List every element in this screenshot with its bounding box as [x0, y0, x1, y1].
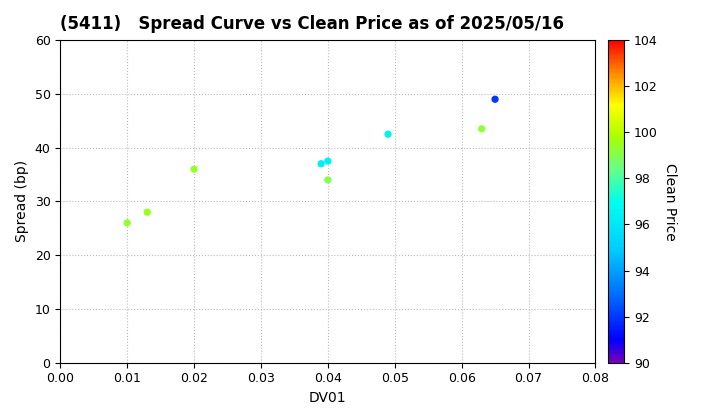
Point [490, 96, 501, 102]
Text: (5411)   Spread Curve vs Clean Price as of 2025/05/16: (5411) Spread Curve vs Clean Price as of… [60, 15, 564, 33]
X-axis label: DV01: DV01 [309, 391, 346, 405]
Y-axis label: Clean Price: Clean Price [663, 163, 678, 240]
Point [322, 176, 333, 183]
Point [315, 160, 327, 167]
Y-axis label: Spread (bp): Spread (bp) [15, 160, 29, 242]
Point [476, 126, 487, 132]
Point [122, 220, 133, 226]
Point [141, 209, 153, 215]
Point [322, 158, 333, 165]
Point [189, 166, 200, 173]
Point [382, 131, 394, 138]
